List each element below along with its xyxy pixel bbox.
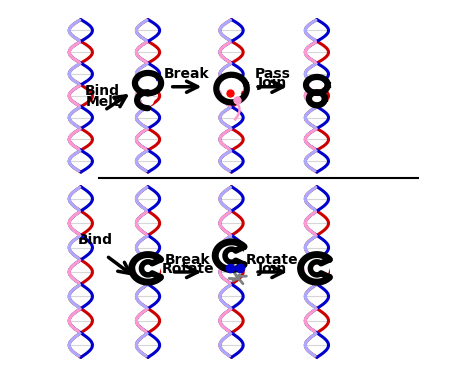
Circle shape bbox=[143, 95, 154, 106]
Circle shape bbox=[221, 78, 242, 98]
Circle shape bbox=[220, 244, 243, 267]
Text: Join: Join bbox=[258, 262, 287, 276]
Text: Bind: Bind bbox=[78, 232, 113, 247]
Circle shape bbox=[140, 75, 156, 91]
Text: Bind: Bind bbox=[85, 84, 120, 98]
Text: Rotate: Rotate bbox=[246, 253, 299, 266]
Circle shape bbox=[137, 257, 160, 280]
Text: Melt: Melt bbox=[85, 94, 120, 109]
Text: Break: Break bbox=[164, 67, 210, 81]
Text: Pass: Pass bbox=[255, 67, 291, 81]
Text: Join: Join bbox=[258, 76, 287, 90]
Text: Rotate: Rotate bbox=[162, 262, 214, 276]
Circle shape bbox=[305, 257, 328, 280]
Text: Break: Break bbox=[165, 253, 211, 266]
Circle shape bbox=[311, 79, 323, 91]
Circle shape bbox=[312, 94, 321, 103]
